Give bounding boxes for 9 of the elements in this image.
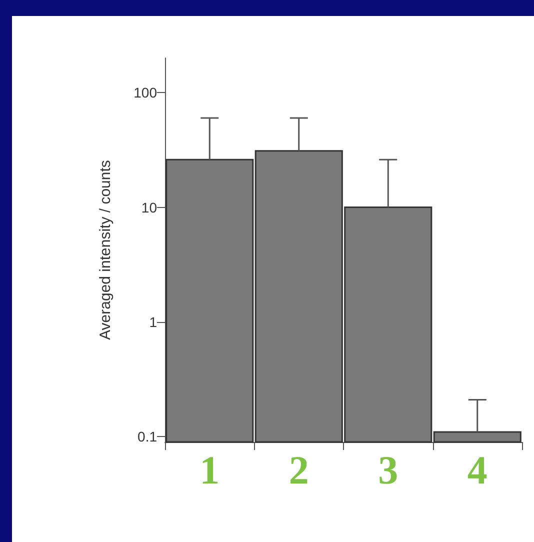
y-axis-title: Averaged intensity / counts [97,160,114,340]
x-tick-label: 2 [288,448,309,492]
y-tick-label: 0.1 [138,428,158,445]
y-tick-label: 100 [134,84,158,101]
x-tick-label: 1 [200,448,220,492]
x-tick-label: 3 [378,448,398,492]
y-tick-label: 1 [149,314,158,330]
y-tick-label: 10 [141,199,158,216]
x-tick-label: 4 [467,448,488,492]
